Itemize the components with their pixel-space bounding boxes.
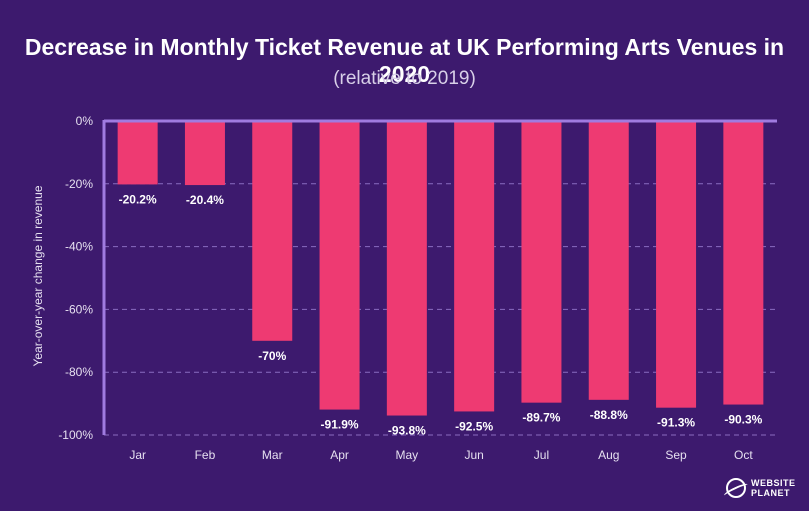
x-tick-label: Oct <box>734 448 753 462</box>
y-tick-label: -40% <box>65 240 93 254</box>
bar <box>454 121 495 412</box>
planet-icon <box>726 478 746 498</box>
data-label: -89.7% <box>522 411 560 425</box>
x-tick-label: May <box>396 448 419 462</box>
data-label: -20.2% <box>119 192 157 206</box>
bar <box>656 121 697 408</box>
chart-title: Decrease in Monthly Ticket Revenue at UK… <box>24 34 785 87</box>
x-tick-label: Feb <box>195 448 216 462</box>
bar <box>252 121 293 341</box>
logo-line-1: WEBSITE <box>751 478 796 488</box>
x-tick-label: Apr <box>330 448 349 462</box>
bar <box>386 121 427 416</box>
x-tick-label: Aug <box>598 448 619 462</box>
y-tick-label: -100% <box>58 428 93 442</box>
website-planet-logo: WEBSITE PLANET <box>726 475 796 501</box>
logo-line-2: PLANET <box>751 488 790 498</box>
x-tick-label: Sep <box>665 448 687 462</box>
bar <box>319 121 360 410</box>
x-tick-label: Jun <box>464 448 483 462</box>
y-tick-label: -20% <box>65 177 93 191</box>
chart-subtitle: (relative to 2019) <box>333 68 476 89</box>
bar <box>117 121 158 185</box>
y-tick-label: -60% <box>65 302 93 316</box>
x-tick-label: Jul <box>534 448 549 462</box>
data-label: -90.3% <box>724 413 762 427</box>
y-tick-label: 0% <box>76 114 94 128</box>
logo-text: WEBSITE PLANET <box>751 478 796 498</box>
bar <box>723 121 764 405</box>
x-tick-label: Mar <box>262 448 283 462</box>
data-label: -20.4% <box>186 193 224 207</box>
data-label: -91.9% <box>321 418 359 432</box>
bar <box>521 121 562 403</box>
bar <box>588 121 629 400</box>
data-label: -70% <box>258 349 286 363</box>
data-label: -91.3% <box>657 416 695 430</box>
data-label: -88.8% <box>590 408 628 422</box>
data-label: -92.5% <box>455 419 493 433</box>
bar <box>184 121 225 186</box>
data-label: -93.8% <box>388 424 426 438</box>
y-tick-label: -80% <box>65 365 93 379</box>
x-tick-label: Jar <box>129 448 146 462</box>
